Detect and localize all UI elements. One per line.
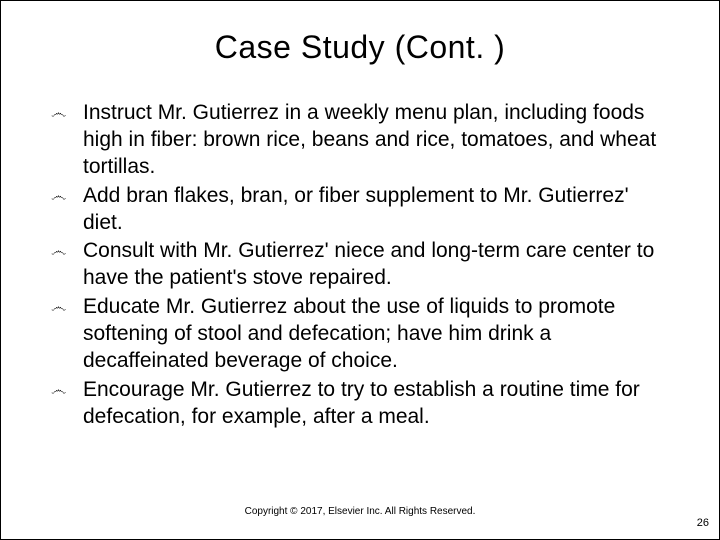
- bullet-list: ෴ Instruct Mr. Gutierrez in a weekly men…: [49, 100, 671, 431]
- list-item: ෴ Add bran flakes, bran, or fiber supple…: [83, 183, 671, 237]
- list-item: ෴ Educate Mr. Gutierrez about the use of…: [83, 294, 671, 375]
- list-item-text: Instruct Mr. Gutierrez in a weekly menu …: [83, 101, 656, 178]
- list-item: ෴ Encourage Mr. Gutierrez to try to esta…: [83, 377, 671, 431]
- slide: Case Study (Cont. ) ෴ Instruct Mr. Gutie…: [0, 0, 720, 540]
- list-item-text: Add bran flakes, bran, or fiber suppleme…: [83, 184, 629, 234]
- list-item: ෴ Consult with Mr. Gutierrez' niece and …: [83, 238, 671, 292]
- list-item: ෴ Instruct Mr. Gutierrez in a weekly men…: [83, 100, 671, 181]
- list-item-text: Encourage Mr. Gutierrez to try to establ…: [83, 378, 640, 428]
- copyright-text: Copyright © 2017, Elsevier Inc. All Righ…: [1, 506, 719, 517]
- list-item-text: Educate Mr. Gutierrez about the use of l…: [83, 295, 615, 372]
- bullet-icon: ෴: [51, 244, 67, 260]
- bullet-icon: ෴: [51, 300, 67, 316]
- slide-title: Case Study (Cont. ): [49, 29, 671, 66]
- bullet-icon: ෴: [51, 106, 67, 122]
- bullet-icon: ෴: [51, 383, 67, 399]
- list-item-text: Consult with Mr. Gutierrez' niece and lo…: [83, 239, 654, 289]
- page-number: 26: [697, 517, 709, 529]
- bullet-icon: ෴: [51, 189, 67, 205]
